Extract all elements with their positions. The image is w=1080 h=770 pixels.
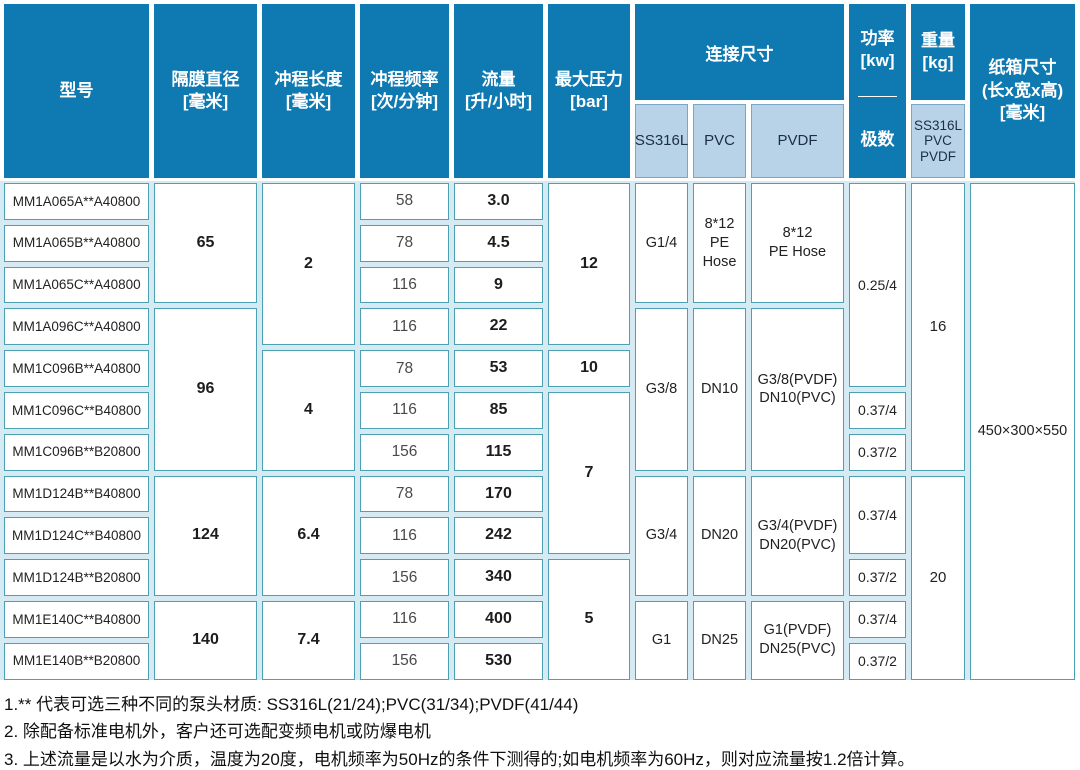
- cell-model: MM1D124B**B20800: [4, 559, 149, 596]
- cell-frequency: 116: [360, 266, 449, 304]
- cell-diaphragm: 124: [154, 475, 257, 596]
- cell-flow: 242: [454, 517, 543, 555]
- cell-pressure: 7: [548, 391, 630, 555]
- cell-frequency: 78: [360, 350, 449, 387]
- header-power-poles: 极数: [860, 130, 895, 149]
- cell-diaphragm: 65: [154, 183, 257, 304]
- header-diaphragm: 隔膜直径 [毫米]: [154, 4, 257, 178]
- cell-weight: 20: [911, 475, 965, 680]
- cell-flow: 530: [454, 642, 543, 680]
- header-carton: 纸箱尺寸 (长x宽x高) [毫米]: [970, 4, 1075, 178]
- cell-frequency: 78: [360, 475, 449, 513]
- spec-table: 型号 隔膜直径 [毫米] 冲程长度 [毫米] 冲程频率 [次/分钟] 流量 [升…: [0, 0, 1075, 680]
- cell-frequency: 116: [360, 308, 449, 346]
- cell-flow: 85: [454, 391, 543, 429]
- cell-flow: 340: [454, 559, 543, 596]
- cell-flow: 115: [454, 433, 543, 471]
- cell-model: MM1A065C**A40800: [4, 266, 149, 304]
- header-weight-materials: SS316L PVC PVDF: [911, 104, 965, 178]
- cell-pvc: DN10: [693, 308, 746, 471]
- cell-stroke: 6.4: [262, 475, 355, 596]
- cell-flow: 53: [454, 350, 543, 387]
- cell-pvdf: 8*12 PE Hose: [751, 183, 844, 304]
- cell-flow: 3.0: [454, 183, 543, 220]
- cell-stroke: 7.4: [262, 600, 355, 680]
- cell-pvdf: G3/4(PVDF) DN20(PVC): [751, 475, 844, 596]
- footnote-3: 3. 上述流量是以水为介质，温度为20度，电机频率为50Hz的条件下测得的;如电…: [4, 749, 915, 769]
- cell-power: 0.37/2: [849, 433, 906, 471]
- cell-pressure: 10: [548, 350, 630, 387]
- footnote-1: 1.** 代表可选三种不同的泵头材质: SS316L(21/24);PVC(31…: [4, 694, 579, 714]
- cell-pvdf: G3/8(PVDF) DN10(PVC): [751, 308, 844, 471]
- cell-frequency: 78: [360, 224, 449, 262]
- cell-pvc: 8*12 PE Hose: [693, 183, 746, 304]
- cell-ss316l: G3/8: [635, 308, 688, 471]
- header-connection-ss316l: SS316L: [635, 104, 688, 178]
- cell-frequency: 116: [360, 517, 449, 555]
- cell-frequency: 156: [360, 559, 449, 596]
- header-power: 功率 [kw] 极数: [849, 4, 906, 178]
- cell-weight: 16: [911, 183, 965, 471]
- cell-ss316l: G1: [635, 600, 688, 680]
- cell-flow: 170: [454, 475, 543, 513]
- cell-power: 0.25/4: [849, 183, 906, 387]
- header-connection-pvdf: PVDF: [751, 104, 844, 178]
- header-pressure: 最大压力 [bar]: [548, 4, 630, 178]
- cell-pvc: DN25: [693, 600, 746, 680]
- cell-frequency: 116: [360, 391, 449, 429]
- cell-power: 0.37/2: [849, 642, 906, 680]
- cell-pvdf: G1(PVDF) DN25(PVC): [751, 600, 844, 680]
- footnotes: 1.** 代表可选三种不同的泵头材质: SS316L(21/24);PVC(31…: [4, 692, 1076, 770]
- cell-diaphragm: 96: [154, 308, 257, 471]
- header-model: 型号: [4, 4, 149, 178]
- cell-model: MM1A096C**A40800: [4, 308, 149, 346]
- cell-model: MM1D124B**B40800: [4, 475, 149, 513]
- header-connection: 连接尺寸: [635, 4, 844, 100]
- cell-flow: 22: [454, 308, 543, 346]
- header-connection-subrow: SS316L PVC PVDF: [635, 104, 844, 178]
- cell-model: MM1C096B**B20800: [4, 433, 149, 471]
- cell-power: 0.37/4: [849, 600, 906, 638]
- cell-pvc: DN20: [693, 475, 746, 596]
- cell-model: MM1E140B**B20800: [4, 642, 149, 680]
- header-power-divider: [858, 96, 897, 97]
- cell-stroke: 4: [262, 350, 355, 471]
- cell-model: MM1E140C**B40800: [4, 600, 149, 638]
- header-weight-kg: 重量 [kg]: [911, 4, 965, 100]
- cell-power: 0.37/4: [849, 391, 906, 429]
- cell-pressure: 12: [548, 183, 630, 346]
- cell-frequency: 116: [360, 600, 449, 638]
- cell-flow: 400: [454, 600, 543, 638]
- cell-pressure: 5: [548, 559, 630, 680]
- cell-power: 0.37/4: [849, 475, 906, 555]
- cell-carton: 450×300×550: [970, 183, 1075, 680]
- header-weight: 重量 [kg] SS316L PVC PVDF: [911, 4, 965, 178]
- cell-ss316l: G3/4: [635, 475, 688, 596]
- header-connection-group: 连接尺寸 SS316L PVC PVDF: [635, 4, 844, 178]
- cell-model: MM1A065A**A40800: [4, 183, 149, 220]
- cell-frequency: 156: [360, 642, 449, 680]
- cell-model: MM1A065B**A40800: [4, 224, 149, 262]
- cell-frequency: 58: [360, 183, 449, 220]
- cell-model: MM1C096C**B40800: [4, 391, 149, 429]
- header-connection-pvc: PVC: [693, 104, 746, 178]
- header-frequency: 冲程频率 [次/分钟]: [360, 4, 449, 178]
- cell-diaphragm: 140: [154, 600, 257, 680]
- cell-flow: 9: [454, 266, 543, 304]
- cell-power: 0.37/2: [849, 559, 906, 596]
- cell-ss316l: G1/4: [635, 183, 688, 304]
- header-flow: 流量 [升/小时]: [454, 4, 543, 178]
- cell-model: MM1D124C**B40800: [4, 517, 149, 555]
- footnote-2: 2. 除配备标准电机外，客户还可选配变频电机或防爆电机: [4, 722, 431, 742]
- cell-stroke: 2: [262, 183, 355, 346]
- header-stroke: 冲程长度 [毫米]: [262, 4, 355, 178]
- cell-frequency: 156: [360, 433, 449, 471]
- cell-model: MM1C096B**A40800: [4, 350, 149, 387]
- cell-flow: 4.5: [454, 224, 543, 262]
- header-power-kw: 功率 [kw]: [860, 28, 895, 70]
